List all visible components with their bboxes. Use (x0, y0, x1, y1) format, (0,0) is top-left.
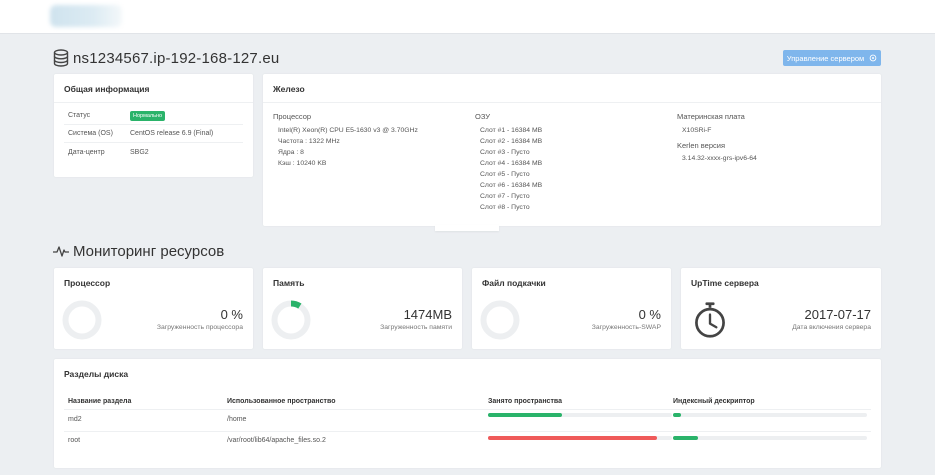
info-value: CentOS release 6.9 (Final) (130, 130, 214, 137)
stopwatch-icon (695, 302, 725, 338)
monitoring-title-text: Мониторинг ресурсов (73, 242, 225, 260)
card-title: UpTime сервера (691, 278, 759, 288)
kernel-version: 3.14.32-xxxx-grs-ipv6-64 (682, 155, 757, 162)
column-header: Индексный дескриптор (673, 398, 755, 405)
motherboard-model: X10SRi-F (682, 127, 712, 134)
column-header: Занято пространства (488, 398, 562, 405)
ram-slot: Слот #2 - 16384 MB (480, 138, 543, 145)
ram-slot: Слот #6 - 16384 MB (480, 182, 543, 189)
general-info-card: Общая информация Статус Нормально Систем… (54, 74, 253, 177)
info-key: Система (OS) (68, 130, 113, 137)
divider (263, 102, 881, 103)
cpu-line: Частота : 1322 MHz (278, 138, 340, 145)
ram-slot: Слот #5 - Пусто (480, 171, 530, 178)
cpu-line: Ядра : 8 (278, 149, 304, 156)
card-title: Разделы диска (64, 369, 129, 379)
partition-path: /home (227, 416, 247, 423)
card-tab-notch (435, 225, 499, 231)
cpu-line: Intel(R) Xeon(R) CPU E5-1630 v3 @ 3.70GH… (278, 127, 418, 134)
info-row-status: Статус Нормально (64, 107, 243, 125)
memory-load-ring (271, 300, 311, 340)
ram-slot: Слот #8 - Пусто (480, 204, 530, 211)
inode-usage-bar (673, 413, 867, 417)
info-key: Дата-центр (68, 148, 105, 156)
partition-name: md2 (68, 416, 82, 423)
memory-load-label: Загруженность памяти (380, 324, 452, 331)
card-title: Память (273, 278, 305, 288)
space-usage-bar (488, 436, 672, 440)
swap-load-label: Загруженность-SWAP (591, 324, 661, 331)
divider (54, 102, 253, 103)
manage-server-label: Управление сервером (786, 53, 865, 63)
monitoring-title: Мониторинг ресурсов (53, 242, 224, 260)
card-title: Процессор (64, 278, 111, 288)
status-badge: Нормально (130, 110, 166, 121)
card-title: Железо (273, 84, 305, 94)
space-usage-fill (488, 436, 658, 440)
divider (64, 409, 871, 410)
gear-icon (869, 54, 877, 62)
inode-usage-fill (673, 436, 699, 440)
uptime-value: 2017-07-17 (804, 307, 872, 322)
column-header: Использованное пространство (227, 398, 336, 405)
ram-slot: Слот #4 - 16384 MB (480, 160, 543, 167)
ram-heading: ОЗУ (475, 112, 491, 121)
uptime-card: UpTime сервера 2017-07-17 Дата включения… (681, 268, 881, 349)
ram-slot: Слот #1 - 16384 MB (480, 127, 543, 134)
card-title: Файл подкачки (482, 278, 546, 288)
cpu-load-label: Загруженность процессора (156, 324, 243, 331)
inode-usage-bar (673, 436, 867, 440)
memory-card: Память 1474MB Загруженность памяти (263, 268, 462, 349)
partition-path: /var/root/lib64/apache_files.so.2 (227, 437, 326, 444)
space-usage-fill (488, 413, 562, 417)
manage-server-button[interactable]: Управление сервером (783, 50, 881, 66)
space-usage-bar (488, 413, 672, 417)
memory-load-value: 1474MB (403, 307, 452, 322)
swap-load-value: 0 % (638, 307, 661, 322)
cpu-heading: Процессор (273, 112, 312, 121)
disk-partitions-card: Разделы диска Название раздела Использов… (54, 359, 881, 468)
cpu-card: Процессор 0 % Загруженность процессора (54, 268, 253, 349)
cpu-line: Кэш : 10240 KB (278, 160, 327, 167)
server-title: ns1234567.ip-192-168-127.eu (53, 48, 279, 68)
motherboard-heading: Материнская плата (677, 112, 745, 121)
server-name: ns1234567.ip-192-168-127.eu (73, 49, 280, 67)
info-row-os: Система (OS) CentOS release 6.9 (Final) (64, 125, 243, 143)
swap-card: Файл подкачки 0 % Загруженность-SWAP (472, 268, 671, 349)
hardware-card: Железо Процессор Intel(R) Xeon(R) CPU E5… (263, 74, 881, 231)
inode-usage-fill (673, 413, 681, 417)
partition-name: root (68, 437, 81, 444)
info-value: SBG2 (130, 148, 149, 156)
uptime-label: Дата включения сервера (792, 324, 871, 331)
swap-load-ring (480, 300, 520, 340)
ram-slot: Слот #7 - Пусто (480, 193, 530, 200)
top-bar (0, 0, 935, 34)
pulse-icon (53, 246, 69, 257)
database-icon (53, 49, 69, 67)
info-key: Статус (68, 112, 91, 119)
divider (64, 431, 871, 432)
card-title: Общая информация (64, 84, 150, 94)
kernel-heading: Kerlen версия (677, 141, 726, 150)
ram-slot: Слот #3 - Пусто (480, 149, 530, 156)
cpu-load-ring (62, 300, 102, 340)
logo[interactable] (50, 5, 122, 27)
column-header: Название раздела (68, 398, 132, 405)
info-row-datacenter: Дата-центр SBG2 (64, 143, 243, 161)
cpu-load-value: 0 % (220, 307, 243, 322)
